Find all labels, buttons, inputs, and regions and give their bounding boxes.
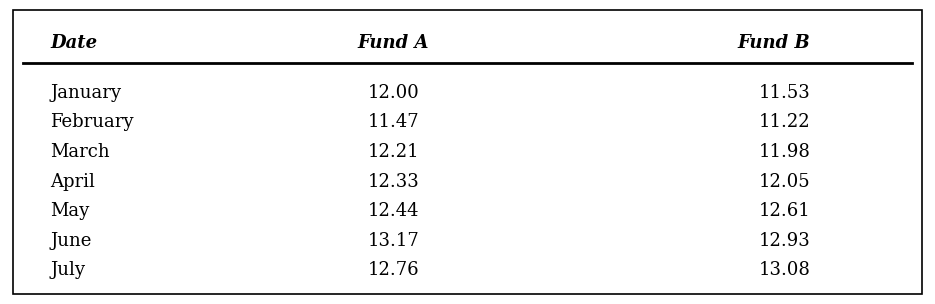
Text: 11.47: 11.47 [367,113,419,131]
Text: March: March [50,143,110,161]
Text: 11.53: 11.53 [758,84,811,102]
Text: January: January [50,84,122,102]
Text: 12.05: 12.05 [758,173,811,191]
Text: 12.33: 12.33 [367,173,419,191]
Text: 13.17: 13.17 [367,232,419,250]
Text: 11.98: 11.98 [758,143,811,161]
Text: Fund A: Fund A [357,34,429,52]
Text: May: May [50,202,90,220]
Text: 12.93: 12.93 [758,232,811,250]
Text: Date: Date [50,34,97,52]
Text: 11.22: 11.22 [758,113,811,131]
Text: June: June [50,232,92,250]
Text: 12.00: 12.00 [367,84,419,102]
Text: July: July [50,261,85,279]
Text: 12.21: 12.21 [367,143,419,161]
Text: 12.76: 12.76 [367,261,419,279]
Text: 13.08: 13.08 [758,261,811,279]
Text: 12.61: 12.61 [758,202,811,220]
Text: 12.44: 12.44 [367,202,419,220]
Text: February: February [50,113,134,131]
Text: April: April [50,173,95,191]
Text: Fund B: Fund B [738,34,811,52]
